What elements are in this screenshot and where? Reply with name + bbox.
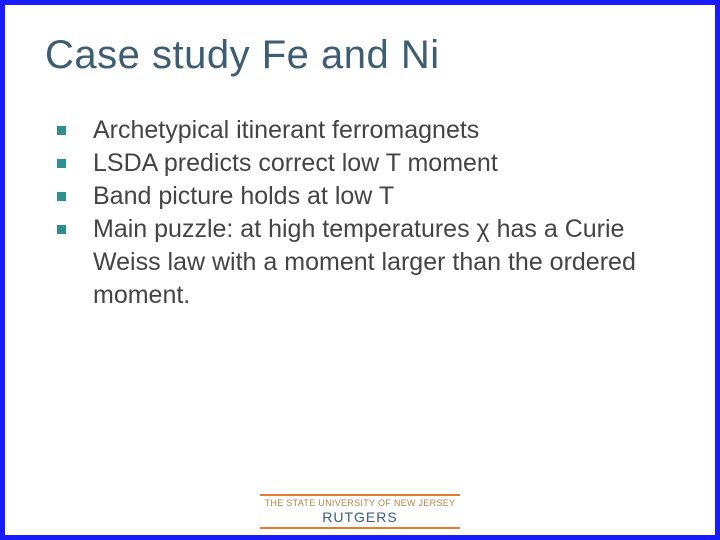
footer-institution-name: RUTGERS xyxy=(5,509,715,525)
bullet-list: Archetypical itinerant ferromagnets LSDA… xyxy=(45,114,675,312)
square-bullet-icon xyxy=(57,126,66,135)
bullet-text: Main puzzle: at high temperatures χ has … xyxy=(93,215,636,309)
slide-container: Case study Fe and Ni Archetypical itiner… xyxy=(0,0,720,540)
bullet-text: Band picture holds at low T xyxy=(93,182,394,210)
square-bullet-icon xyxy=(57,159,66,168)
bullet-item: Archetypical itinerant ferromagnets xyxy=(49,114,675,147)
slide-title: Case study Fe and Ni xyxy=(45,33,675,78)
footer-rule-bottom xyxy=(260,527,460,529)
bullet-item: LSDA predicts correct low T moment xyxy=(49,147,675,180)
square-bullet-icon xyxy=(57,225,66,234)
bullet-text: LSDA predicts correct low T moment xyxy=(93,149,498,177)
slide-footer: THE STATE UNIVERSITY OF NEW JERSEY RUTGE… xyxy=(5,494,715,529)
footer-rule-top xyxy=(260,494,460,496)
bullet-text: Archetypical itinerant ferromagnets xyxy=(93,116,479,144)
footer-university-line: THE STATE UNIVERSITY OF NEW JERSEY xyxy=(5,498,715,508)
bullet-item: Band picture holds at low T xyxy=(49,180,675,213)
square-bullet-icon xyxy=(57,192,66,201)
bullet-item: Main puzzle: at high temperatures χ has … xyxy=(49,213,675,312)
